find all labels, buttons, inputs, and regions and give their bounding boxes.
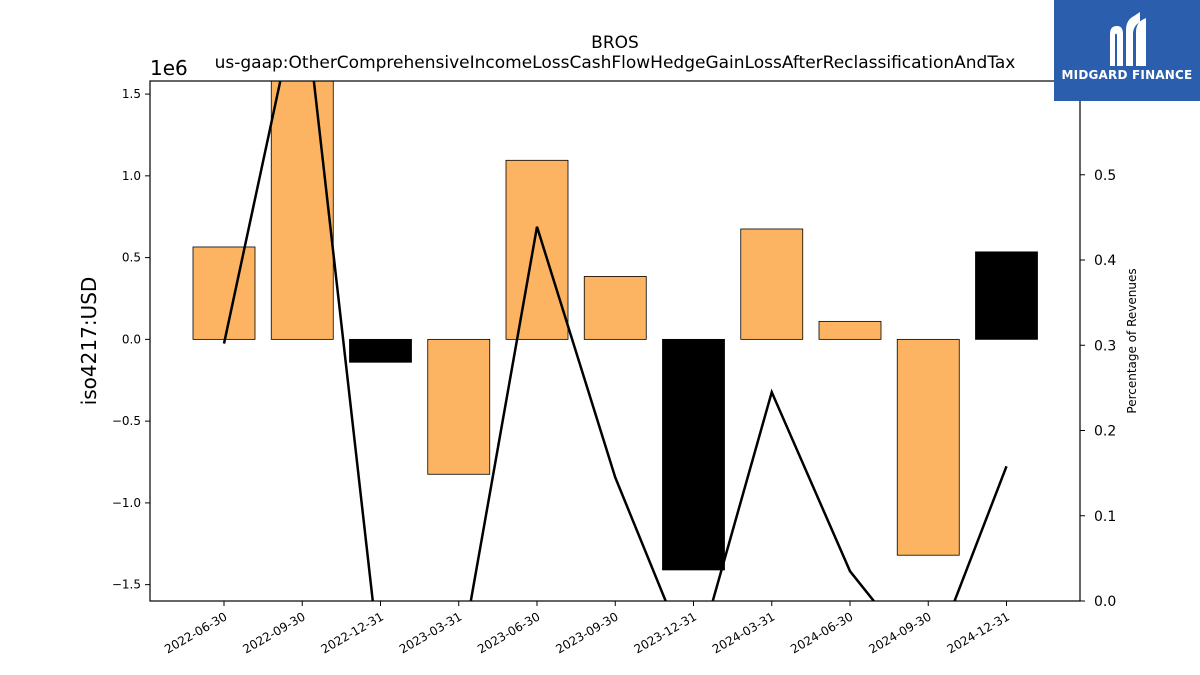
y-scale-label: 1e6 bbox=[150, 56, 188, 80]
bar-2023-03-31 bbox=[427, 338, 491, 475]
chart-subtitle: us-gaap:OtherComprehensiveIncomeLossCash… bbox=[215, 53, 1016, 73]
bar-2024-09-30 bbox=[896, 338, 960, 556]
y-tick-label: −1.0 bbox=[112, 496, 141, 510]
bar-series bbox=[192, 81, 1038, 571]
y-tick-label: 0.5 bbox=[122, 251, 141, 265]
bar-2024-12-31 bbox=[975, 251, 1038, 340]
x-tick-label: 2023-12-31 bbox=[632, 609, 699, 656]
chart-title: BROS bbox=[591, 33, 639, 53]
y-tick-label: −1.5 bbox=[112, 578, 141, 592]
x-tick-label: 2024-03-31 bbox=[710, 609, 777, 656]
y2-tick-label: 0.2 bbox=[1094, 424, 1116, 440]
bar-2022-06-30 bbox=[192, 246, 256, 340]
bar-2023-06-30 bbox=[505, 159, 569, 340]
y-tick-label: 0.0 bbox=[122, 332, 141, 346]
y2-tick-label: 0.3 bbox=[1094, 338, 1116, 354]
bar-2022-09-30 bbox=[270, 81, 334, 340]
logo-text: MIDGARD FINANCE bbox=[1061, 68, 1193, 82]
x-tick-label: 2022-12-31 bbox=[319, 609, 386, 656]
x-tick-label: 2023-03-31 bbox=[397, 609, 464, 656]
x-tick-label: 2022-09-30 bbox=[240, 609, 307, 656]
y2-tick-label: 0.0 bbox=[1094, 594, 1116, 610]
y-axis: −1.5 −1.0 −0.5 0.0 0.5 1.0 1.5 bbox=[112, 87, 150, 592]
logo: MIDGARD FINANCE bbox=[1054, 0, 1200, 101]
x-tick-label: 2024-09-30 bbox=[866, 609, 933, 656]
y2-tick-label: 0.4 bbox=[1094, 253, 1116, 269]
y2-axis-label: Percentage of Revenues bbox=[1125, 268, 1139, 413]
x-tick-label: 2023-06-30 bbox=[475, 609, 542, 656]
x-tick-label: 2024-06-30 bbox=[788, 609, 855, 656]
midgard-logo-icon bbox=[1110, 12, 1146, 66]
y2-axis: 0.0 0.1 0.2 0.3 0.4 0.5 bbox=[1080, 168, 1116, 610]
y-tick-label: 1.0 bbox=[122, 169, 141, 183]
x-tick-label: 2024-12-31 bbox=[945, 609, 1012, 656]
y2-tick-label: 0.5 bbox=[1094, 168, 1116, 184]
y2-tick-label: 0.1 bbox=[1094, 509, 1116, 525]
y-tick-label: −0.5 bbox=[112, 414, 141, 428]
bar-2023-09-30 bbox=[583, 276, 647, 340]
y-axis-label: iso4217:USD bbox=[77, 277, 101, 406]
x-tick-label: 2023-09-30 bbox=[553, 609, 620, 656]
bar-2024-06-30 bbox=[818, 320, 882, 340]
y-tick-label: 1.5 bbox=[122, 87, 141, 101]
line-series-group bbox=[222, 81, 1008, 601]
bar-2022-12-31 bbox=[349, 338, 412, 363]
revenue-percentage-line bbox=[222, 81, 1008, 601]
bar-2024-03-31 bbox=[740, 228, 804, 340]
x-axis: 2022-06-30 2022-09-30 2022-12-31 2023-03-31… bbox=[162, 601, 1012, 656]
bar-2023-12-31 bbox=[662, 338, 725, 571]
x-tick-label: 2022-06-30 bbox=[162, 609, 229, 656]
